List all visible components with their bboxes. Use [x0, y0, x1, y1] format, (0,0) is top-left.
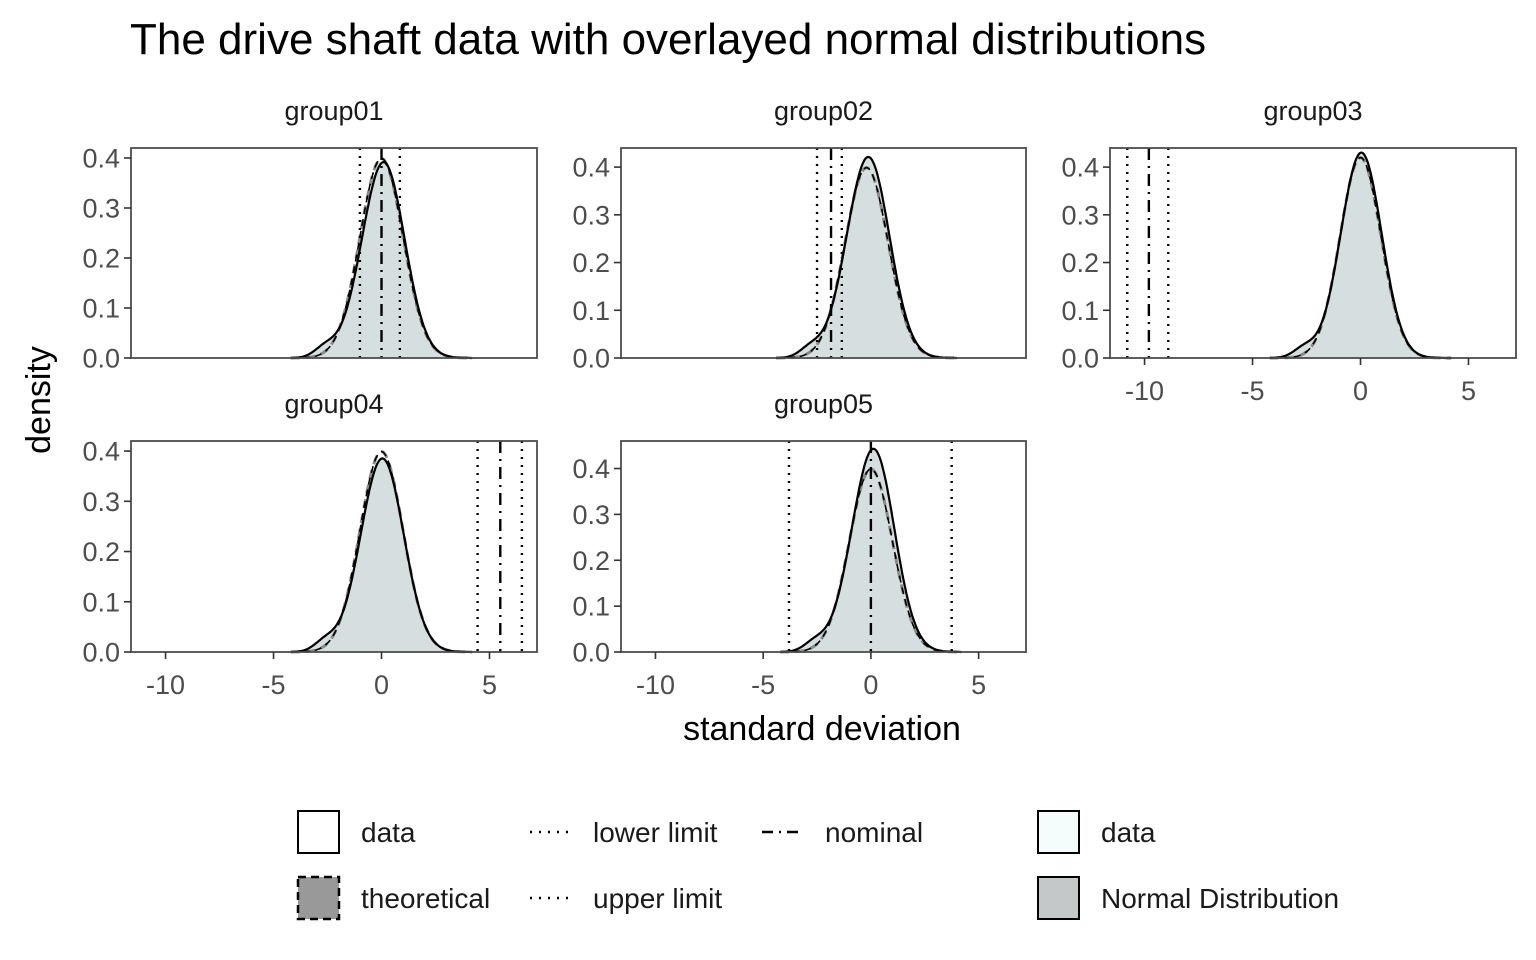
y-tick-label: 0.4 — [82, 144, 120, 174]
legend-label: Normal Distribution — [1101, 883, 1339, 914]
x-tick-label: 5 — [1461, 376, 1476, 406]
y-tick-label: 0.4 — [572, 153, 610, 183]
y-tick-label: 0.4 — [572, 454, 610, 484]
y-tick-label: 0.2 — [82, 537, 120, 567]
legend-entry: nominal — [762, 817, 923, 848]
legend-key-fill-normal — [1037, 876, 1080, 920]
panel-group04: group04 0.0 0.1 0.2 0.3 0.4 -10 -5 0 5 — [82, 389, 538, 700]
panel-group01: group01 0.0 0.1 0.2 0.3 0.4 — [82, 96, 538, 374]
strip-label-group01: group01 — [284, 96, 383, 126]
panel-border-group03 — [1109, 147, 1517, 359]
y-tick-label: 0.2 — [1061, 248, 1099, 278]
x-tick-label: -10 — [1125, 376, 1164, 406]
strip-label-group03: group03 — [1263, 96, 1362, 126]
y-tick-label: 0.0 — [82, 344, 120, 374]
legend-entry: lower limit — [530, 817, 718, 848]
theoretical-density-line-group05 — [780, 468, 962, 653]
panel-group03: group03 0.0 0.1 0.2 0.3 0.4 -10 -5 0 5 — [1061, 96, 1517, 406]
x-tick-label: -5 — [262, 670, 286, 700]
legend: data theoretical lower limit upper limit nom… — [296, 810, 1339, 921]
data-density-line-group01 — [290, 160, 473, 360]
facet-panels: group01 0.0 0.1 0.2 0.3 0.4 group02 0.0 0.1 0.2 0.… — [82, 96, 1517, 700]
chart-title: The drive shaft data with overlayed norm… — [130, 15, 1206, 64]
x-tick-label: 5 — [482, 670, 497, 700]
legend-label: data — [361, 817, 416, 848]
x-tick-label: -10 — [146, 670, 185, 700]
legend-label: nominal — [825, 817, 923, 848]
panel-group02: group02 0.0 0.1 0.2 0.3 0.4 — [572, 96, 1027, 374]
legend-label: data — [1101, 817, 1156, 848]
y-tick-label: 0.4 — [82, 437, 120, 467]
data-density-area-group02 — [776, 157, 958, 358]
legend-label: lower limit — [593, 817, 718, 848]
legend-key-fill-data — [1037, 810, 1080, 854]
x-tick-label: 0 — [1353, 376, 1368, 406]
y-tick-label: 0.0 — [572, 638, 610, 668]
y-tick-label: 0.4 — [1061, 153, 1099, 183]
y-tick-label: 0.2 — [572, 546, 610, 576]
legend-key-theoretical — [296, 875, 341, 921]
y-tick-label: 0.2 — [82, 244, 120, 274]
y-tick-label: 0.1 — [82, 294, 120, 324]
y-tick-label: 0.3 — [82, 194, 120, 224]
x-tick-label: 0 — [863, 670, 878, 700]
data-density-area-group04 — [290, 458, 473, 652]
y-tick-label: 0.3 — [572, 200, 610, 230]
y-tick-label: 0.1 — [1061, 296, 1099, 326]
panel-border-group05 — [620, 440, 1027, 653]
legend-entry: theoretical — [296, 875, 490, 921]
x-tick-label: 0 — [374, 670, 389, 700]
y-tick-label: 0.0 — [1061, 344, 1099, 374]
y-tick-label: 0.2 — [572, 248, 610, 278]
strip-label-group02: group02 — [774, 96, 873, 126]
y-tick-label: 0.1 — [82, 587, 120, 617]
legend-entry: Normal Distribution — [1037, 876, 1339, 920]
x-tick-label: -5 — [751, 670, 775, 700]
data-density-line-group02 — [776, 155, 958, 360]
data-density-line-group04 — [290, 457, 473, 654]
x-tick-label: -5 — [1241, 376, 1265, 406]
y-tick-label: 0.0 — [572, 344, 610, 374]
y-tick-label: 0.1 — [572, 296, 610, 326]
panel-group05: group05 0.0 0.1 0.2 0.3 0.4 -10 -5 0 5 — [572, 389, 1027, 700]
legend-entry: upper limit — [530, 883, 722, 914]
x-axis-title: standard deviation — [683, 710, 961, 748]
data-density-line-group03 — [1269, 151, 1452, 360]
y-tick-label: 0.3 — [82, 487, 120, 517]
data-density-area-group03 — [1269, 152, 1452, 358]
strip-label-group05: group05 — [774, 389, 873, 419]
panel-border-group01 — [130, 147, 538, 359]
y-tick-label: 0.3 — [1061, 200, 1099, 230]
y-tick-label: 0.1 — [572, 592, 610, 622]
legend-label: theoretical — [361, 883, 490, 914]
theoretical-density-line-group02 — [776, 166, 958, 359]
legend-entry: data — [1037, 810, 1156, 854]
y-tick-label: 0.0 — [82, 638, 120, 668]
strip-label-group04: group04 — [284, 389, 383, 419]
y-tick-label: 0.3 — [572, 500, 610, 530]
panel-border-group02 — [620, 147, 1027, 359]
y-axis-title: density — [20, 346, 58, 454]
theoretical-density-line-group03 — [1269, 156, 1452, 359]
x-tick-label: 5 — [971, 670, 986, 700]
legend-label: upper limit — [593, 883, 722, 914]
legend-key-data — [297, 810, 340, 854]
panel-border-group04 — [130, 440, 538, 653]
x-tick-label: -10 — [636, 670, 675, 700]
legend-entry: data — [297, 810, 416, 854]
